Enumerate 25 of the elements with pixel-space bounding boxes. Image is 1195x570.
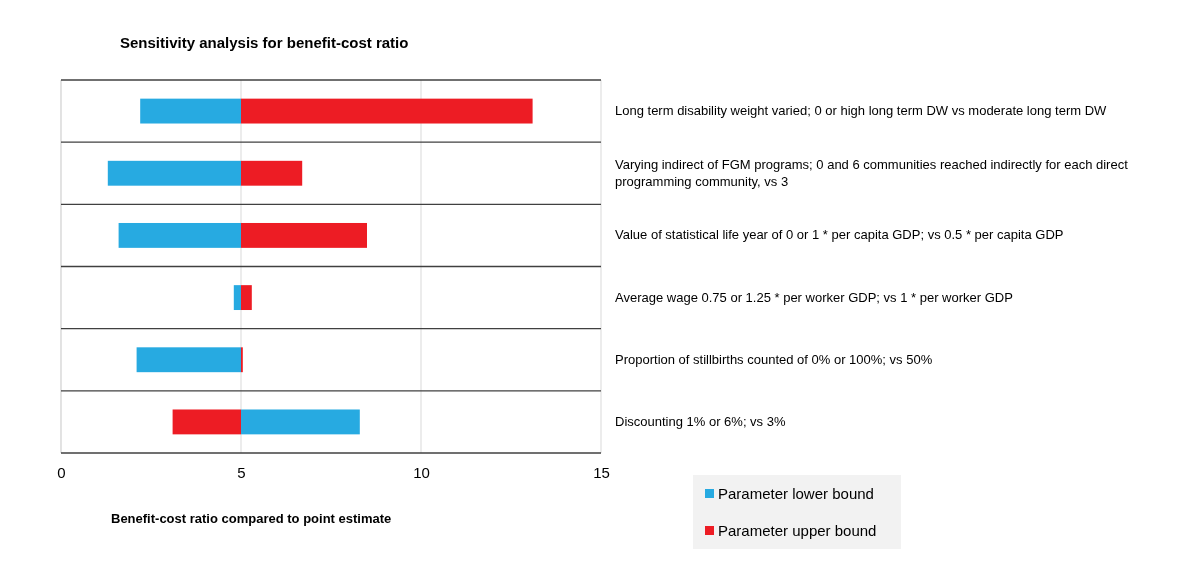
- x-tick-label: 10: [413, 463, 430, 481]
- y-tick-label: Long term disability weight varied; 0 or high long term DW vs moderate long term DW: [615, 103, 1108, 119]
- x-tick-label: 15: [593, 463, 610, 481]
- y-tick-label: Varying indirect of FGM programs; 0 and 6 communities reached indirectly for each direct programming community, vs 3: [615, 156, 1129, 189]
- y-tick-label: Discounting 1% or 6%; vs 3%: [615, 413, 786, 429]
- bar: [136, 347, 241, 373]
- y-tick-label: Value of statistical life year of 0 or 1 * per capita GDP; vs 0.5 * per capita GDP: [615, 227, 1064, 243]
- bar: [241, 222, 367, 248]
- chart-title: Sensitivity analysis for benefit-cost ratio: [120, 34, 409, 51]
- bar: [241, 285, 252, 311]
- bar: [241, 160, 303, 186]
- x-tick-label: 0: [57, 463, 66, 481]
- legend-label: Parameter lower bound: [718, 485, 874, 502]
- bar: [172, 409, 241, 435]
- bar: [241, 409, 360, 435]
- bar: [241, 98, 533, 124]
- y-tick-label: Proportion of stillbirths counted of 0% or 100%; vs 50%: [615, 351, 933, 367]
- y-tick-label: Average wage 0.75 or 1.25 * per worker GDP; vs 1 * per worker GDP: [615, 289, 1013, 305]
- bar: [118, 222, 241, 248]
- bar: [140, 98, 241, 124]
- x-tick-label: 5: [237, 463, 246, 481]
- legend-label: Parameter upper bound: [718, 522, 877, 539]
- bar: [233, 285, 241, 311]
- x-axis-title: Benefit-cost ratio compared to point estimate: [111, 511, 392, 526]
- bar: [107, 160, 241, 186]
